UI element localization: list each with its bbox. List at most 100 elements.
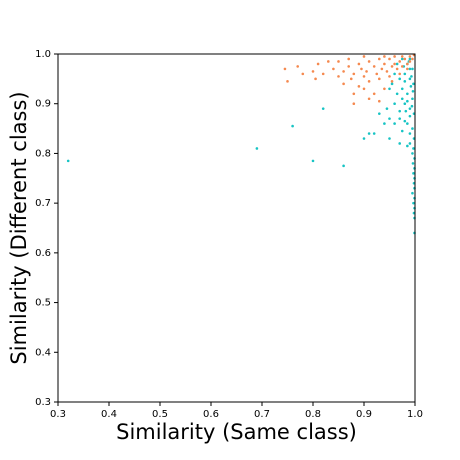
point	[406, 144, 409, 148]
point	[408, 132, 412, 135]
x-tick-label: 0.6	[203, 409, 219, 420]
point	[390, 80, 394, 83]
y-tick-label: 0.4	[35, 347, 51, 358]
point	[362, 55, 366, 58]
point	[367, 80, 371, 83]
y-tick-label: 0.6	[35, 248, 51, 259]
point	[408, 60, 412, 63]
point	[388, 137, 391, 140]
point	[372, 65, 376, 68]
point	[398, 109, 402, 113]
point	[400, 55, 404, 58]
point	[378, 77, 381, 81]
point	[388, 87, 391, 91]
point	[408, 57, 412, 61]
plot-frame	[57, 53, 416, 403]
point	[403, 119, 407, 123]
point	[412, 201, 415, 205]
point	[393, 102, 396, 106]
point	[367, 97, 371, 101]
point	[406, 67, 409, 71]
point	[403, 102, 407, 106]
point	[286, 80, 289, 83]
point	[412, 82, 415, 86]
point	[367, 60, 371, 63]
point	[398, 77, 402, 81]
point	[383, 62, 386, 66]
y-tick-label: 0.3	[35, 397, 51, 408]
point	[400, 57, 404, 61]
point	[411, 57, 414, 61]
point	[408, 67, 412, 71]
x-axis-label: Similarity (Same class)	[116, 420, 357, 444]
point	[400, 65, 404, 68]
point	[400, 97, 404, 101]
point	[337, 75, 340, 78]
point	[390, 82, 394, 86]
x-tick-label: 0.5	[152, 409, 168, 420]
point	[408, 107, 412, 110]
y-tick-label: 0.5	[35, 298, 51, 309]
point	[406, 62, 409, 66]
point	[406, 99, 409, 103]
point	[400, 129, 404, 133]
y-tick-label: 0.8	[35, 148, 51, 159]
point	[404, 109, 408, 113]
point	[395, 92, 399, 96]
point	[410, 104, 414, 108]
point	[385, 107, 389, 110]
point	[352, 72, 356, 76]
point	[378, 99, 381, 103]
point	[316, 62, 320, 66]
x-tick-label: 0.3	[50, 409, 66, 420]
y-tick-label: 1.0	[35, 49, 51, 60]
point	[357, 62, 361, 66]
point	[255, 147, 259, 150]
point	[385, 70, 389, 73]
point	[372, 92, 376, 96]
point	[367, 132, 371, 135]
point	[398, 117, 402, 120]
point	[406, 92, 409, 96]
point	[411, 97, 414, 101]
point	[398, 60, 402, 63]
point	[412, 147, 415, 150]
point	[403, 57, 407, 61]
point	[390, 65, 394, 68]
x-tick-label: 0.7	[254, 409, 270, 420]
point	[393, 122, 396, 125]
point	[362, 137, 366, 140]
point	[362, 87, 366, 91]
point	[383, 87, 386, 91]
point	[342, 164, 345, 168]
point	[283, 67, 287, 71]
point	[342, 82, 345, 86]
point	[388, 75, 391, 78]
point	[411, 89, 415, 93]
point	[327, 60, 330, 63]
point	[398, 142, 402, 145]
point	[398, 72, 402, 76]
point	[408, 77, 412, 81]
point	[383, 122, 386, 125]
point	[380, 67, 384, 71]
y-axis-label: Similarity (Different class)	[7, 91, 31, 364]
point	[383, 55, 386, 58]
point	[403, 72, 407, 76]
point	[332, 67, 335, 71]
x-tick-label: 0.8	[305, 409, 321, 420]
point	[378, 112, 381, 115]
point	[409, 85, 413, 88]
point	[411, 67, 414, 71]
point	[393, 62, 396, 66]
point	[357, 85, 361, 88]
point	[349, 77, 353, 81]
point	[395, 67, 399, 71]
point	[372, 132, 376, 135]
point	[352, 102, 356, 106]
x-tick-label: 0.4	[101, 409, 117, 420]
point	[365, 70, 368, 73]
point	[393, 55, 396, 58]
point	[352, 92, 356, 96]
